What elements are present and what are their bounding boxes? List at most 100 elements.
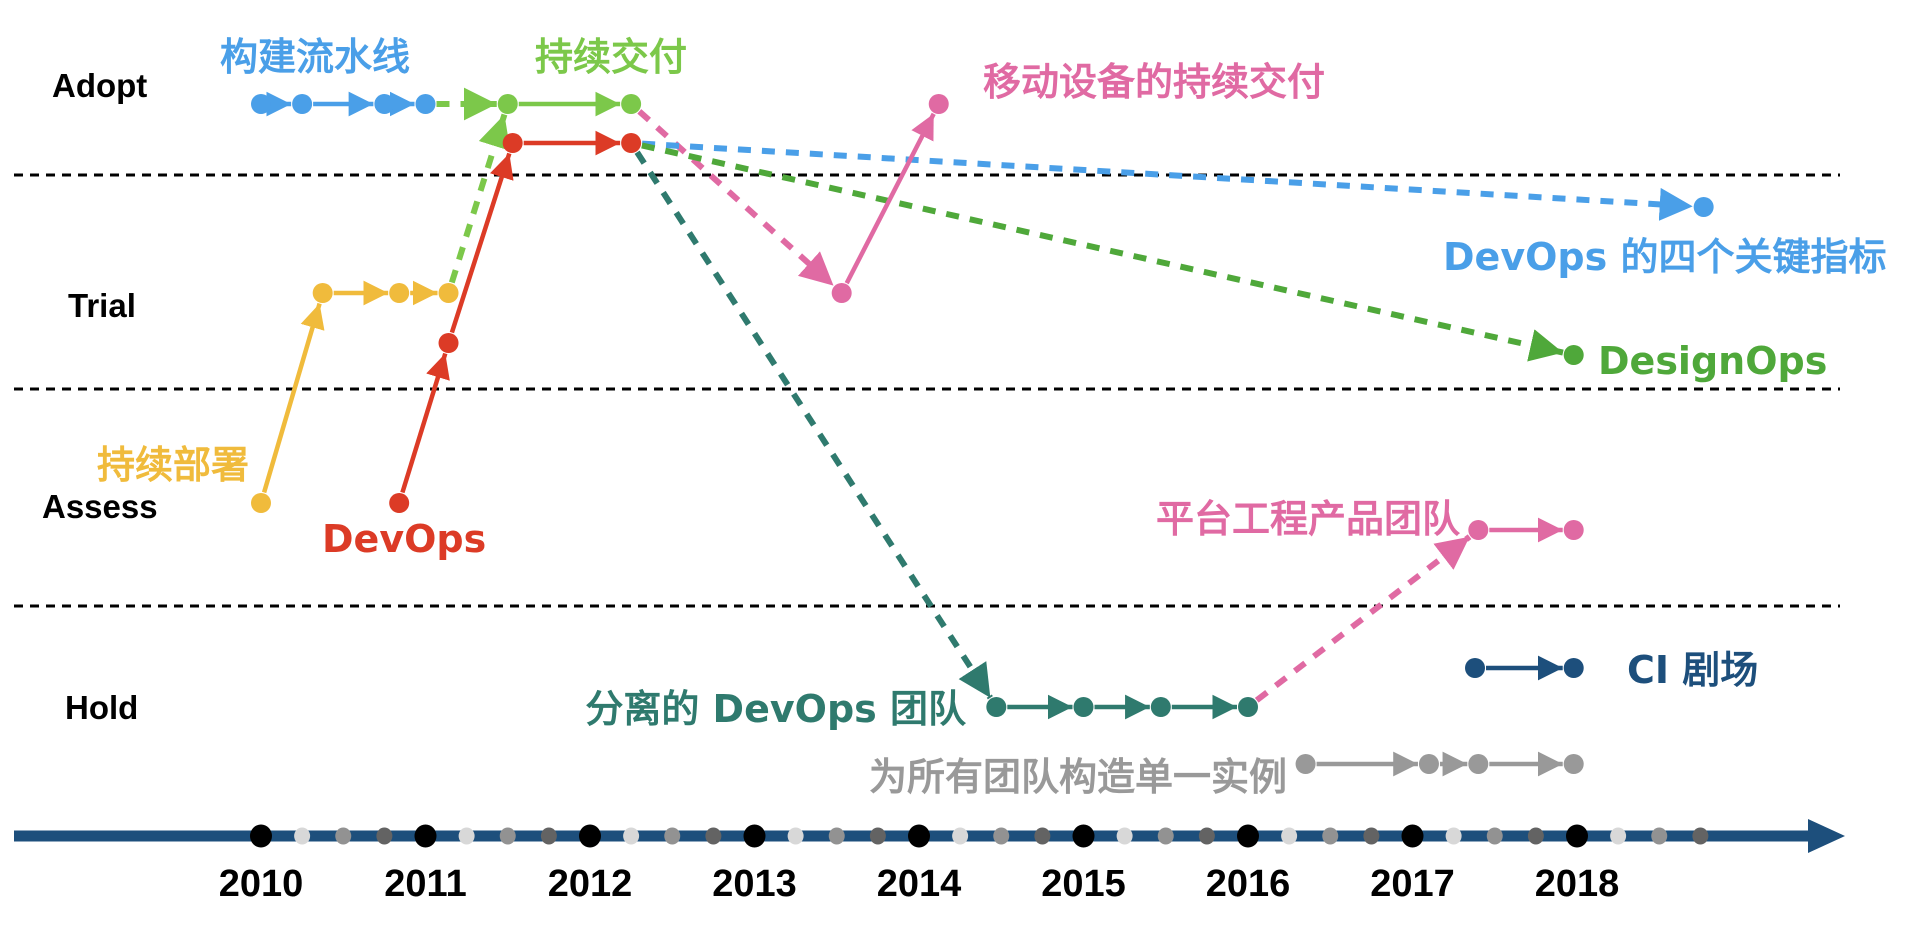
time-axis: 2010 2011 2012 2013 2014 2015 2016 2017 2018 (14, 819, 1845, 905)
minor-tick (1527, 827, 1544, 845)
data-point (389, 493, 410, 513)
transition-line (1254, 534, 1472, 703)
series-6 (1563, 345, 1584, 365)
data-point (1468, 520, 1489, 540)
transition-lines (436, 87, 1693, 703)
minor-tick (1486, 827, 1503, 845)
minor-tick (1651, 827, 1668, 845)
minor-tick (1116, 827, 1133, 845)
series-2 (251, 280, 459, 513)
series-label-0: 构建流水线 (220, 35, 410, 79)
series-segment (449, 152, 514, 334)
data-point (928, 94, 949, 114)
year-tick (1566, 824, 1588, 848)
series-10 (1295, 751, 1584, 777)
minor-tick (1281, 827, 1298, 845)
data-point (621, 133, 642, 153)
series-label-1: 持续交付 (535, 35, 687, 79)
minor-tick (828, 827, 845, 845)
data-point (415, 94, 436, 114)
data-point (389, 283, 410, 303)
data-point (438, 333, 459, 353)
data-point (1563, 520, 1584, 540)
data-point (312, 283, 333, 303)
series-7 (986, 694, 1258, 720)
data-point (1465, 658, 1486, 678)
data-point (497, 94, 518, 114)
minor-tick (1363, 827, 1380, 845)
series-label-9: CI 剧场 (1627, 648, 1758, 692)
series-8 (1468, 517, 1584, 543)
axis-arrow-icon (1808, 819, 1845, 853)
minor-tick (1198, 827, 1215, 845)
data-point (1468, 754, 1489, 774)
data-point (438, 283, 459, 303)
year-label-2010: 2010 (219, 863, 304, 905)
series-9 (1465, 655, 1584, 681)
transition-line (641, 140, 1693, 221)
ring-label-assess: Assess (42, 488, 158, 525)
year-label-2018: 2018 (1535, 863, 1620, 905)
data-point (251, 493, 271, 513)
year-tick (414, 824, 437, 848)
series-1 (497, 91, 642, 117)
series-3 (389, 130, 642, 513)
data-point (251, 94, 271, 114)
data-point (1073, 697, 1094, 717)
series-4 (831, 94, 949, 303)
minor-tick (540, 827, 557, 845)
minor-tick (458, 827, 475, 845)
ring-label-trial: Trial (68, 287, 136, 324)
transition-line (634, 150, 993, 700)
minor-tick (294, 827, 311, 845)
minor-tick (869, 827, 886, 845)
year-label-2017: 2017 (1370, 863, 1455, 905)
year-label-2015: 2015 (1041, 863, 1126, 905)
series-segment (261, 302, 325, 494)
data-point (1238, 697, 1258, 717)
year-tick (250, 824, 272, 848)
data-point (502, 133, 523, 153)
minor-tick (623, 827, 640, 845)
series-label-10: 为所有团队构造单一实例 (869, 755, 1287, 799)
data-point (986, 697, 1007, 717)
series-label-3: DevOps (322, 517, 486, 561)
ring-label-adopt: Adopt (52, 67, 147, 104)
series-segment (844, 112, 936, 285)
series-label-8: 平台工程产品团队 (1156, 497, 1461, 541)
series-group (251, 91, 1714, 777)
series-5 (1693, 197, 1714, 217)
ring-labels: Adopt Trial Assess Hold (42, 67, 158, 726)
year-tick (908, 824, 930, 848)
transition-line (637, 109, 836, 288)
data-point (1295, 754, 1316, 774)
data-point (831, 283, 852, 303)
minor-tick (1610, 827, 1627, 845)
series-segment (400, 352, 450, 494)
data-point (292, 94, 313, 114)
series-0 (251, 91, 436, 117)
year-label-2013: 2013 (712, 863, 797, 905)
ring-label-hold: Hold (65, 689, 138, 726)
transition-line (448, 113, 511, 284)
data-point (1150, 697, 1171, 717)
data-point (1563, 345, 1584, 365)
minor-tick (376, 827, 393, 845)
year-label-2012: 2012 (548, 863, 633, 905)
minor-tick (705, 827, 722, 845)
minor-tick (1034, 827, 1051, 845)
minor-tick (499, 827, 516, 845)
year-tick (579, 824, 601, 848)
data-point (1418, 754, 1439, 774)
series-label-4: 移动设备的持续交付 (983, 60, 1325, 104)
year-label-2016: 2016 (1206, 863, 1291, 905)
minor-tick (1157, 827, 1174, 845)
year-label-2011: 2011 (384, 863, 466, 905)
minor-tick (1692, 827, 1709, 845)
minor-tick (664, 827, 681, 845)
data-point (621, 94, 642, 114)
minor-tick (993, 827, 1010, 845)
data-point (1563, 754, 1584, 774)
year-tick (1237, 824, 1259, 848)
